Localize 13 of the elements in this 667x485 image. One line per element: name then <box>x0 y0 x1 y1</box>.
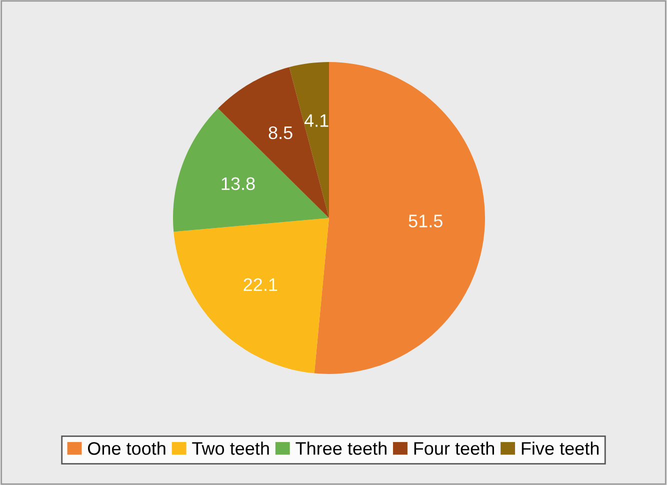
legend-label: Two teeth <box>192 442 269 455</box>
pie-slice <box>218 67 329 218</box>
legend-label: Five teeth <box>522 442 599 455</box>
data-label: 8.5 <box>268 126 292 140</box>
legend-label: One tooth <box>88 442 166 455</box>
legend-label: Three teeth <box>296 442 386 455</box>
pie-slice <box>174 218 329 374</box>
data-label: 13.8 <box>222 177 255 190</box>
data-label: 22.1 <box>244 278 278 291</box>
legend-label: Four teeth <box>414 442 494 455</box>
pie-slice <box>173 108 329 232</box>
data-label: 4.1 <box>304 114 328 127</box>
data-label: 51.5 <box>408 214 442 228</box>
